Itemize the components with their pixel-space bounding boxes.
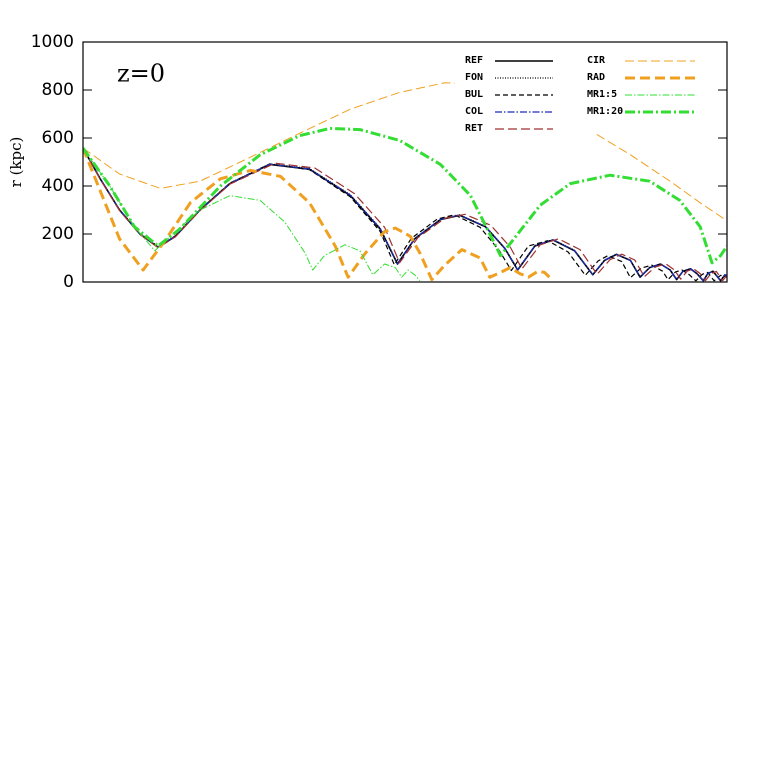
series-line (83, 147, 554, 282)
series-line (83, 126, 727, 265)
legend-label: MR1:20 (587, 106, 623, 117)
legend-label: REF (465, 55, 483, 66)
y-tick-label: 0 (63, 272, 74, 292)
y-axis-label: r (kpc) (7, 137, 25, 188)
series-line (83, 147, 727, 282)
legend-label: MR1:5 (587, 89, 617, 100)
legend-label: COL (465, 106, 483, 117)
series-line (83, 147, 727, 282)
legend: REF FON BUL COL RET CIR RAD MR1:5 MR1:20 (465, 55, 695, 134)
y-tick-label: 400 (42, 176, 74, 196)
series-line (83, 82, 727, 222)
legend-label: BUL (465, 89, 483, 100)
y-tick-label: 1000 (31, 32, 74, 52)
annotation: z=0 (117, 60, 165, 88)
y-tick-label: 800 (42, 80, 74, 100)
y-tick-label: 600 (42, 128, 74, 148)
legend-label: CIR (587, 55, 606, 66)
legend-background (455, 52, 700, 134)
legend-label: RET (465, 123, 483, 134)
plot-lines (83, 82, 727, 282)
legend-label: RAD (587, 72, 605, 83)
series-line (83, 147, 421, 282)
plot-frame (82, 41, 728, 283)
legend-label: FON (465, 72, 483, 83)
y-tick-label: 200 (42, 224, 74, 244)
